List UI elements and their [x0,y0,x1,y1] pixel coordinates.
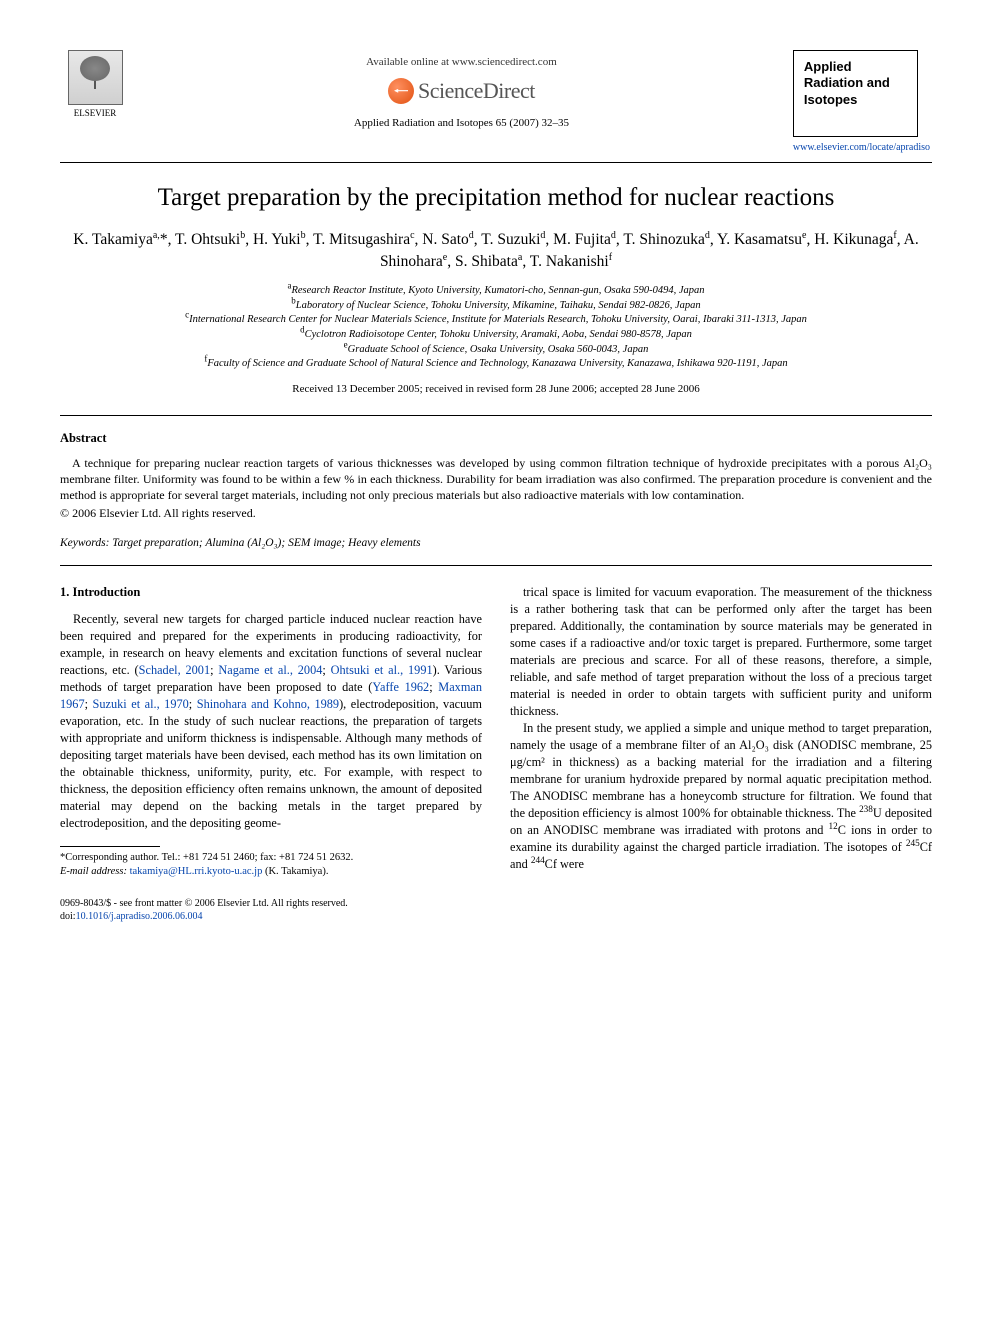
footnote-rule [60,846,160,847]
abstract-bottom-rule [60,565,932,566]
doi-link[interactable]: 10.1016/j.apradiso.2006.06.004 [76,911,203,922]
affiliation-item: cInternational Research Center for Nucle… [60,313,932,328]
body-columns: 1. Introduction Recently, several new ta… [60,584,932,923]
page-header: ELSEVIER Available online at www.science… [60,50,932,154]
available-online-text: Available online at www.sciencedirect.co… [130,55,793,70]
corresponding-author-footnote: *Corresponding author. Tel.: +81 724 51 … [60,851,482,879]
intro-paragraph-2: trical space is limited for vacuum evapo… [510,584,932,720]
keywords-text: Target preparation; Alumina (Al₂O₃); SEM… [109,537,420,549]
right-column: trical space is limited for vacuum evapo… [510,584,932,923]
header-rule [60,162,932,163]
sciencedirect-logo: ScienceDirect [388,76,535,106]
journal-box-wrap: Applied Radiation and Isotopes www.elsev… [793,50,932,154]
sciencedirect-wordmark: ScienceDirect [418,76,535,106]
affiliation-list: aResearch Reactor Institute, Kyoto Unive… [60,284,932,372]
section-1-heading: 1. Introduction [60,584,482,601]
header-center: Available online at www.sciencedirect.co… [130,50,793,130]
elsevier-logo: ELSEVIER [60,50,130,119]
affiliation-item: eGraduate School of Science, Osaka Unive… [60,343,932,358]
abstract-heading: Abstract [60,430,932,447]
abstract-top-rule [60,415,932,416]
journal-box-line: Isotopes [804,92,907,108]
footnote-corr: *Corresponding author. Tel.: +81 724 51 … [60,851,482,865]
keywords-label: Keywords: [60,537,109,549]
journal-box-line: Radiation and [804,75,907,91]
journal-citation: Applied Radiation and Isotopes 65 (2007)… [130,116,793,131]
intro-paragraph-3: In the present study, we applied a simpl… [510,720,932,873]
journal-url-link[interactable]: www.elsevier.com/locate/apradiso [793,141,930,155]
footnote-email-line: E-mail address: takamiya@HL.rri.kyoto-u.… [60,865,482,879]
article-dates: Received 13 December 2005; received in r… [60,382,932,397]
footnote-email-label: E-mail address: [60,866,127,877]
abstract-text: A technique for preparing nuclear reacti… [60,455,932,504]
left-column: 1. Introduction Recently, several new ta… [60,584,482,923]
doi-line: doi:10.1016/j.apradiso.2006.06.004 [60,910,482,923]
intro-paragraph-1: Recently, several new targets for charge… [60,611,482,832]
keywords-line: Keywords: Target preparation; Alumina (A… [60,536,932,552]
sciencedirect-icon [388,78,414,104]
article-title: Target preparation by the precipitation … [60,181,932,215]
affiliation-item: dCyclotron Radioisotope Center, Tohoku U… [60,328,932,343]
affiliation-item: bLaboratory of Nuclear Science, Tohoku U… [60,299,932,314]
abstract-body: A technique for preparing nuclear reacti… [60,455,932,522]
front-matter-info: 0969-8043/$ - see front matter © 2006 El… [60,897,482,923]
affiliation-item: aResearch Reactor Institute, Kyoto Unive… [60,284,932,299]
publisher-name: ELSEVIER [60,107,130,119]
abstract-copyright: © 2006 Elsevier Ltd. All rights reserved… [60,505,932,521]
footnote-email-who: (K. Takamiya). [262,866,328,877]
author-list: K. Takamiyaa,*, T. Ohtsukib, H. Yukib, T… [60,229,932,274]
journal-title-box: Applied Radiation and Isotopes [793,50,918,137]
affiliation-item: fFaculty of Science and Graduate School … [60,357,932,372]
journal-box-line: Applied [804,59,907,75]
front-matter-line1: 0969-8043/$ - see front matter © 2006 El… [60,897,482,910]
elsevier-tree-icon [68,50,123,105]
footnote-email-link[interactable]: takamiya@HL.rri.kyoto-u.ac.jp [130,866,263,877]
